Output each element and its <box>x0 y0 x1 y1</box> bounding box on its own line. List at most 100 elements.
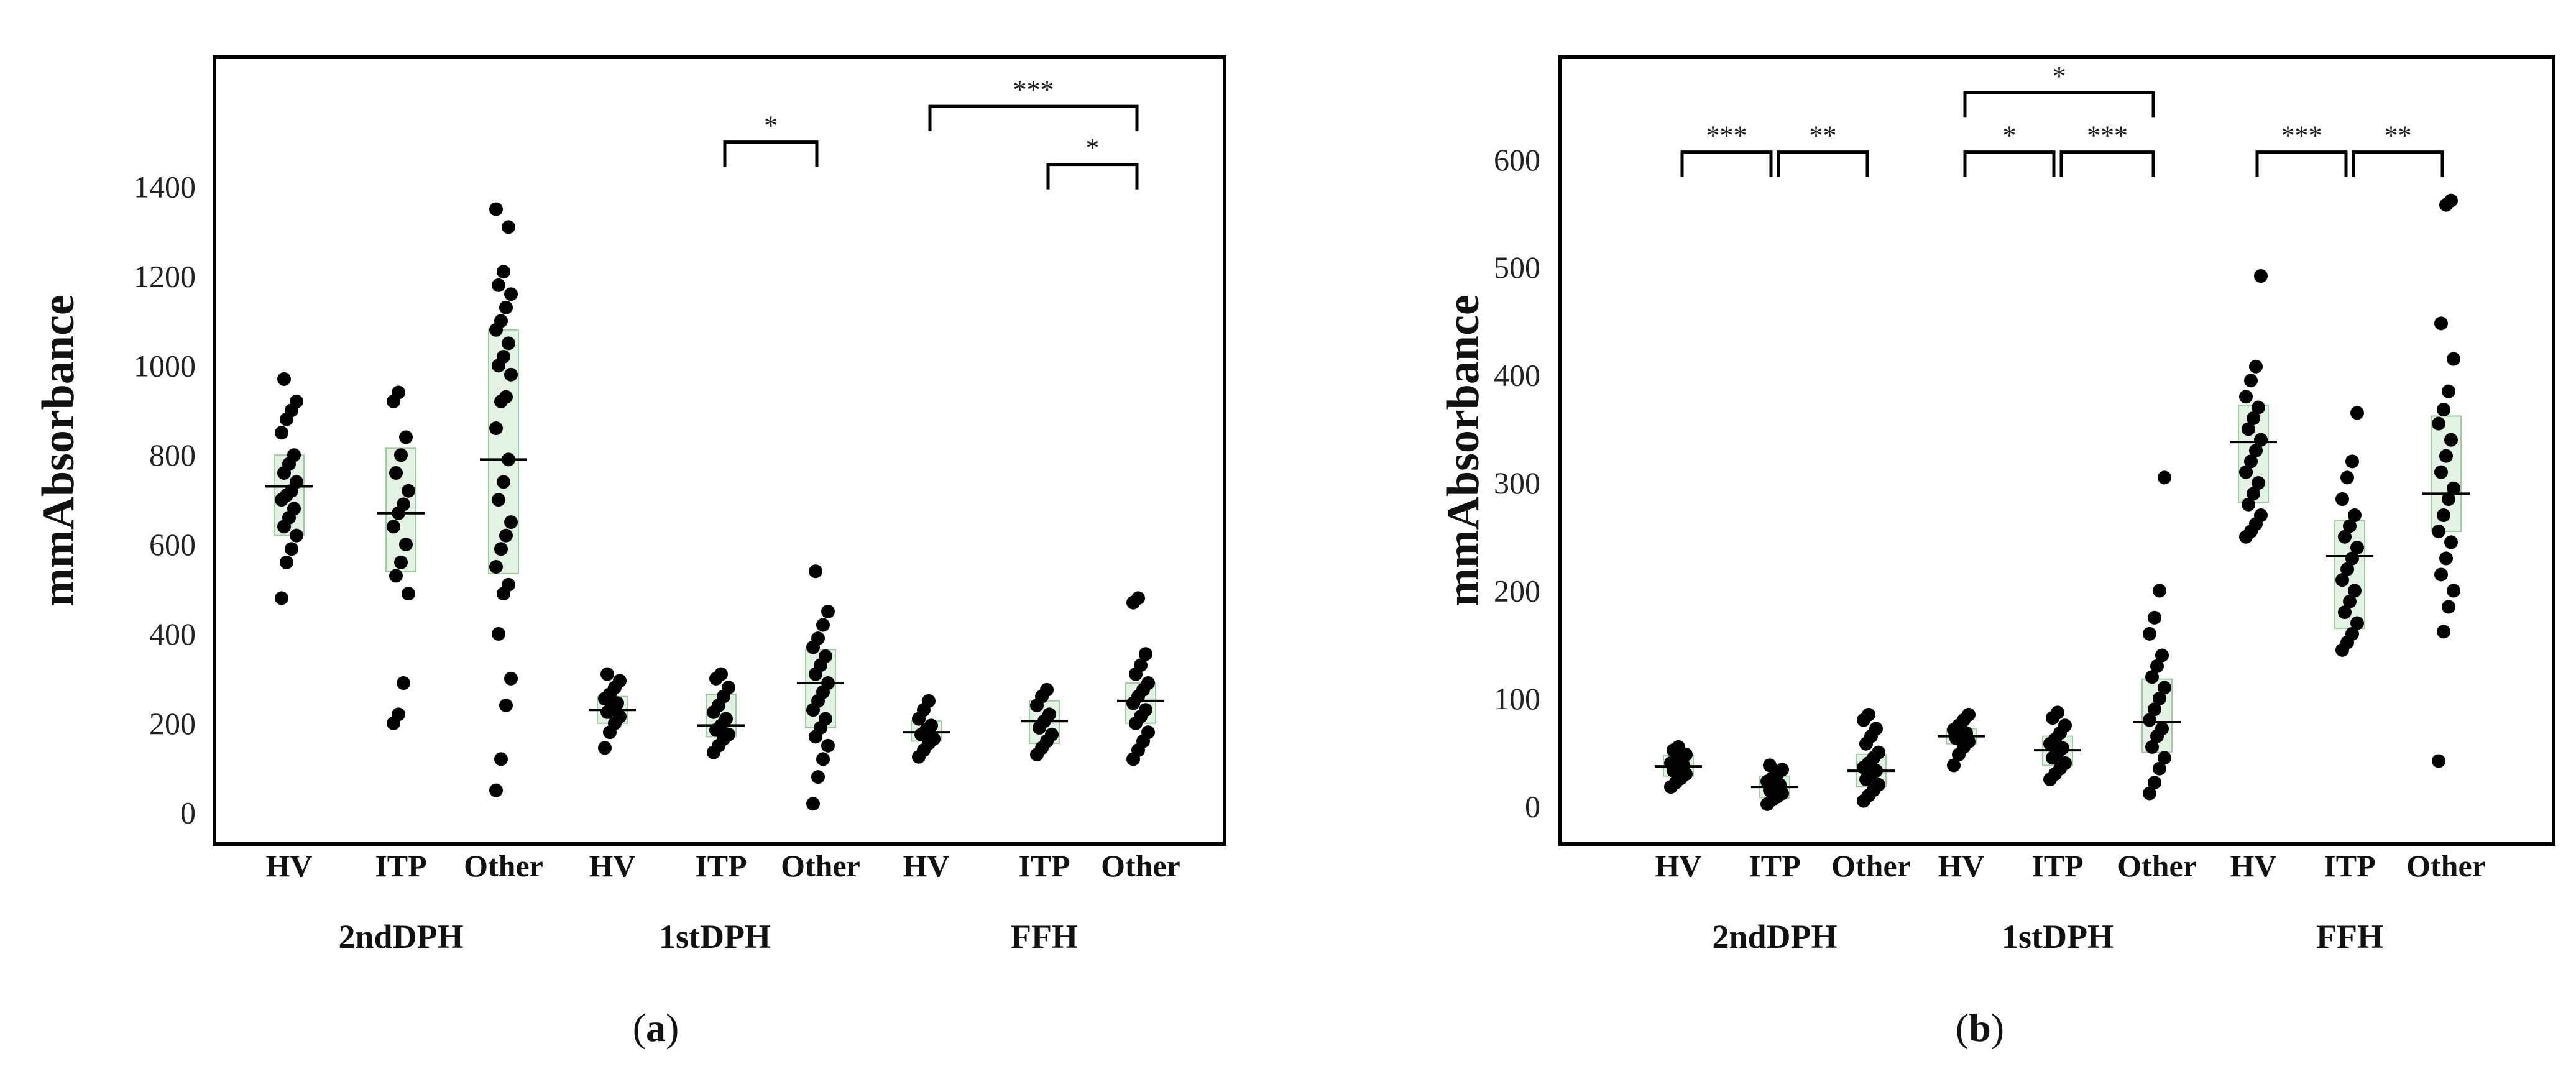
data-point <box>2350 406 2364 420</box>
significance-label: *** <box>2281 121 2322 151</box>
data-point <box>2158 470 2171 485</box>
data-point <box>610 696 624 710</box>
data-point <box>2447 584 2460 598</box>
data-point <box>2439 551 2453 566</box>
significance-bracket <box>2255 150 2348 177</box>
significance-label: *** <box>2087 121 2128 151</box>
x-group-label: 1stDPH <box>659 918 771 955</box>
data-point <box>394 448 408 462</box>
data-point <box>2345 551 2359 566</box>
data-point <box>2239 390 2253 404</box>
significance-bracket <box>2352 150 2444 177</box>
data-point <box>287 502 301 516</box>
data-point <box>1872 778 1885 792</box>
data-point <box>399 538 413 552</box>
data-point <box>502 220 515 234</box>
data-point <box>1141 676 1155 690</box>
x-group-label: FFH <box>2316 918 2383 955</box>
data-point <box>2249 444 2263 457</box>
x-category-label: HV <box>589 848 636 883</box>
x-category-label: ITP <box>2031 848 2083 883</box>
data-point <box>821 604 835 618</box>
data-point <box>1131 591 1145 605</box>
data-point <box>2242 422 2255 436</box>
data-point <box>389 569 403 583</box>
significance-label: * <box>1086 133 1100 163</box>
data-point <box>494 752 508 766</box>
data-point <box>2148 776 2161 790</box>
data-point <box>819 649 832 663</box>
data-point <box>492 493 505 507</box>
y-tick-label: 200 <box>1494 573 1540 608</box>
data-point <box>821 738 835 753</box>
y-tick-label: 0 <box>180 796 196 830</box>
data-point <box>489 560 503 574</box>
data-point <box>290 528 303 543</box>
data-point <box>922 694 936 708</box>
data-point <box>2143 626 2156 641</box>
y-tick-label: 500 <box>1494 250 1540 285</box>
y-tick-label: 200 <box>149 706 196 741</box>
significance-bracket <box>1963 150 2056 177</box>
significance-bracket <box>723 140 819 167</box>
data-point <box>392 385 405 400</box>
x-group-label: 1stDPH <box>2002 918 2114 955</box>
data-point <box>1947 758 1961 773</box>
data-point <box>613 674 627 688</box>
data-point <box>2155 722 2169 736</box>
x-category-label: HV <box>2230 848 2277 883</box>
y-tick-label: 1000 <box>134 348 196 383</box>
data-point <box>811 631 825 646</box>
y-tick-label: 800 <box>149 438 196 472</box>
data-point <box>2338 605 2352 620</box>
significance-label: * <box>2003 121 2017 151</box>
y-tick-label: 600 <box>1494 142 1540 177</box>
x-category-label: ITP <box>2324 848 2375 883</box>
data-point <box>499 528 513 543</box>
data-point <box>2143 713 2156 727</box>
x-category-label: ITP <box>1018 848 1070 883</box>
significance-bracket <box>2059 150 2155 177</box>
data-point <box>502 577 515 592</box>
plot-frame-b <box>1558 55 2555 846</box>
x-category-label: Other <box>2406 848 2486 883</box>
data-point <box>2444 433 2458 447</box>
data-point <box>2432 525 2445 539</box>
data-point <box>1134 658 1148 672</box>
data-point <box>2058 718 2072 733</box>
x-category-label: HV <box>266 848 313 883</box>
data-point <box>2158 751 2171 765</box>
y-tick-label: 1200 <box>134 259 196 293</box>
y-tick-label: 400 <box>149 617 196 651</box>
y-tick-label: 0 <box>1525 789 1540 824</box>
data-point <box>277 372 291 386</box>
significance-label: ** <box>2385 121 2412 151</box>
data-point <box>497 265 510 279</box>
significance-bracket <box>1680 150 1773 177</box>
data-point <box>2143 786 2156 801</box>
x-category-label: Other <box>464 848 543 883</box>
x-category-label: ITP <box>375 848 426 883</box>
data-point <box>598 741 612 755</box>
data-point <box>499 390 513 404</box>
data-point <box>2244 374 2258 388</box>
data-point <box>2335 492 2349 507</box>
data-point <box>494 314 508 328</box>
data-point <box>2442 492 2455 507</box>
data-point <box>489 421 503 436</box>
data-point <box>497 475 510 489</box>
data-point <box>394 555 408 569</box>
chart-panel-a: 0 200 400 600 800 1000 1200 1400 mmAbsorbance HV I… <box>33 55 1226 1050</box>
data-point <box>275 426 288 440</box>
data-point <box>2254 269 2268 283</box>
data-point <box>2343 519 2357 533</box>
data-point <box>2447 481 2460 495</box>
significance-bracket <box>1963 91 2155 118</box>
data-point <box>2254 508 2268 523</box>
data-point <box>499 300 513 314</box>
data-point <box>924 718 938 733</box>
data-point <box>1763 758 1777 773</box>
x-category-label: HV <box>1655 848 1702 883</box>
x-category-label: ITP <box>695 848 747 883</box>
data-point <box>492 626 505 641</box>
